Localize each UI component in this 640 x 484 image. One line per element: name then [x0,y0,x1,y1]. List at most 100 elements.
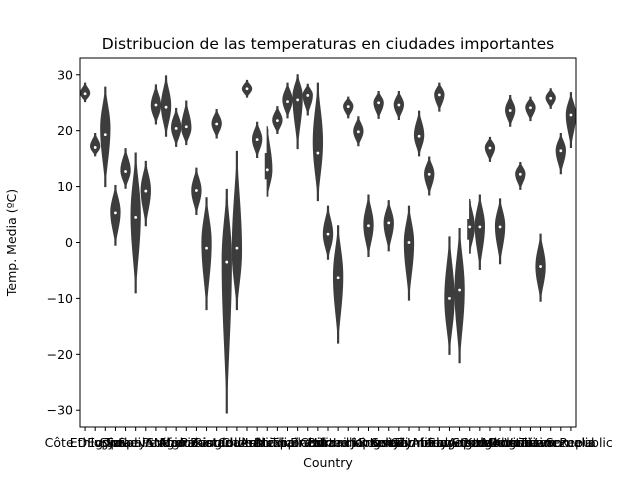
violin-group [292,74,303,150]
x-tick-label: United Kingdom [308,435,408,450]
violin-group [565,92,577,148]
violin-median-marker [316,151,320,155]
x-tick-label: Germany [390,435,448,450]
violin-group [434,82,445,112]
violin-median-marker [367,224,370,228]
violin-group [171,107,182,147]
violin-median-marker [144,189,148,193]
violin-median-marker [154,103,158,107]
violin-group [120,148,131,189]
violin-group [181,100,192,146]
x-tick-label: Turkey [104,435,146,450]
violin-group [322,205,334,260]
violin-median-marker [83,92,87,96]
x-tick-label: Congo [460,435,500,450]
violin-median-marker [518,172,522,176]
violin-group [403,205,415,301]
violin-group [413,110,425,157]
violin-median-marker [124,170,127,173]
x-tick-label: Sudan [146,435,185,450]
x-tick-label: Vietnam [504,435,556,450]
x-tick-label: Chile [221,435,253,450]
violin-group [264,126,273,197]
x-tick-label: Afghanistan [159,435,233,450]
violin-median-marker [174,127,178,130]
violin-group [150,84,162,125]
x-tick-label: Nigeria [154,435,199,450]
violin-group [393,91,405,120]
x-tick-label: Japan [350,435,386,450]
x-axis-label: Country [303,455,353,470]
violin-median-marker [478,225,482,229]
y-tick-label: −20 [47,347,73,362]
violin-median-marker [326,232,330,236]
x-tick-label: Taiwan [518,435,562,450]
x-tick-label: Ethiopia [70,435,121,450]
x-tick-label: Mexico [256,435,300,450]
plot-area-frame [79,57,577,428]
violin-group [211,108,222,139]
violin-median-marker [114,211,117,215]
violins-layer [79,74,577,414]
y-tick-label: 0 [65,235,73,250]
x-tick-label: Kenya [370,435,408,450]
violin-median-marker [306,94,310,97]
x-tick-label: Italy [385,435,413,450]
violin-iqr-box [102,116,108,162]
violin-median-marker [377,101,381,105]
x-tick-label: Bangladesh [190,435,263,450]
violin-group [363,194,374,257]
violin-median-marker [427,172,431,176]
violin-median-marker [498,225,502,229]
x-tick-label: India [333,435,364,450]
violin-group [302,83,313,116]
violin-group [467,198,475,254]
violin-median-marker [184,125,188,129]
violin-median-marker [215,122,219,126]
violin-group [555,132,566,175]
x-tick-label: Russia [359,435,399,450]
violin-median-marker [164,105,168,109]
x-tick-label: Syria [100,435,132,450]
violin-group [494,198,506,265]
y-tick-label: 30 [57,67,73,82]
violin-iqr-box [224,226,230,289]
violin-body [469,200,475,254]
x-tick-label: United States [407,435,492,450]
violin-group [160,75,172,137]
violin-median-marker [559,149,563,153]
violin-group [251,121,263,159]
x-axis: Côte D'IvoireEthiopiaEgyptSyriaTurkeySpa… [45,427,613,450]
violin-group [343,96,354,119]
violin-median-marker [103,133,107,136]
x-tick-label: Peru [142,435,170,450]
chart-title: Distribucion de las temperaturas en ciud… [102,35,554,53]
x-tick-label: Colombia [218,435,277,450]
x-tick-label: Iraq [427,435,451,450]
violin-group [353,116,364,147]
violin-median-marker [275,119,279,123]
violin-median-marker [195,189,198,192]
x-tick-label: South Korea [452,435,528,450]
violin-group [272,106,283,134]
violin-group [505,94,516,127]
violin-iqr-box [315,111,321,169]
violin-median-marker [356,130,360,134]
x-tick-label: Iran [245,435,269,450]
y-tick-label: −30 [47,403,73,418]
y-tick-label: 20 [57,123,73,138]
x-tick-label: Morocco [160,435,212,450]
violin-median-marker [265,168,269,172]
x-tick-label: Zimbabwe [396,435,462,450]
violin-iqr-box [264,153,270,180]
violin-group [130,152,141,294]
violin-group [241,79,253,98]
violin-median-marker [296,98,300,102]
violin-median-marker [549,96,553,100]
violin-group [535,233,546,302]
x-tick-label: Kazakhstan [464,435,536,450]
violin-group [221,188,232,414]
